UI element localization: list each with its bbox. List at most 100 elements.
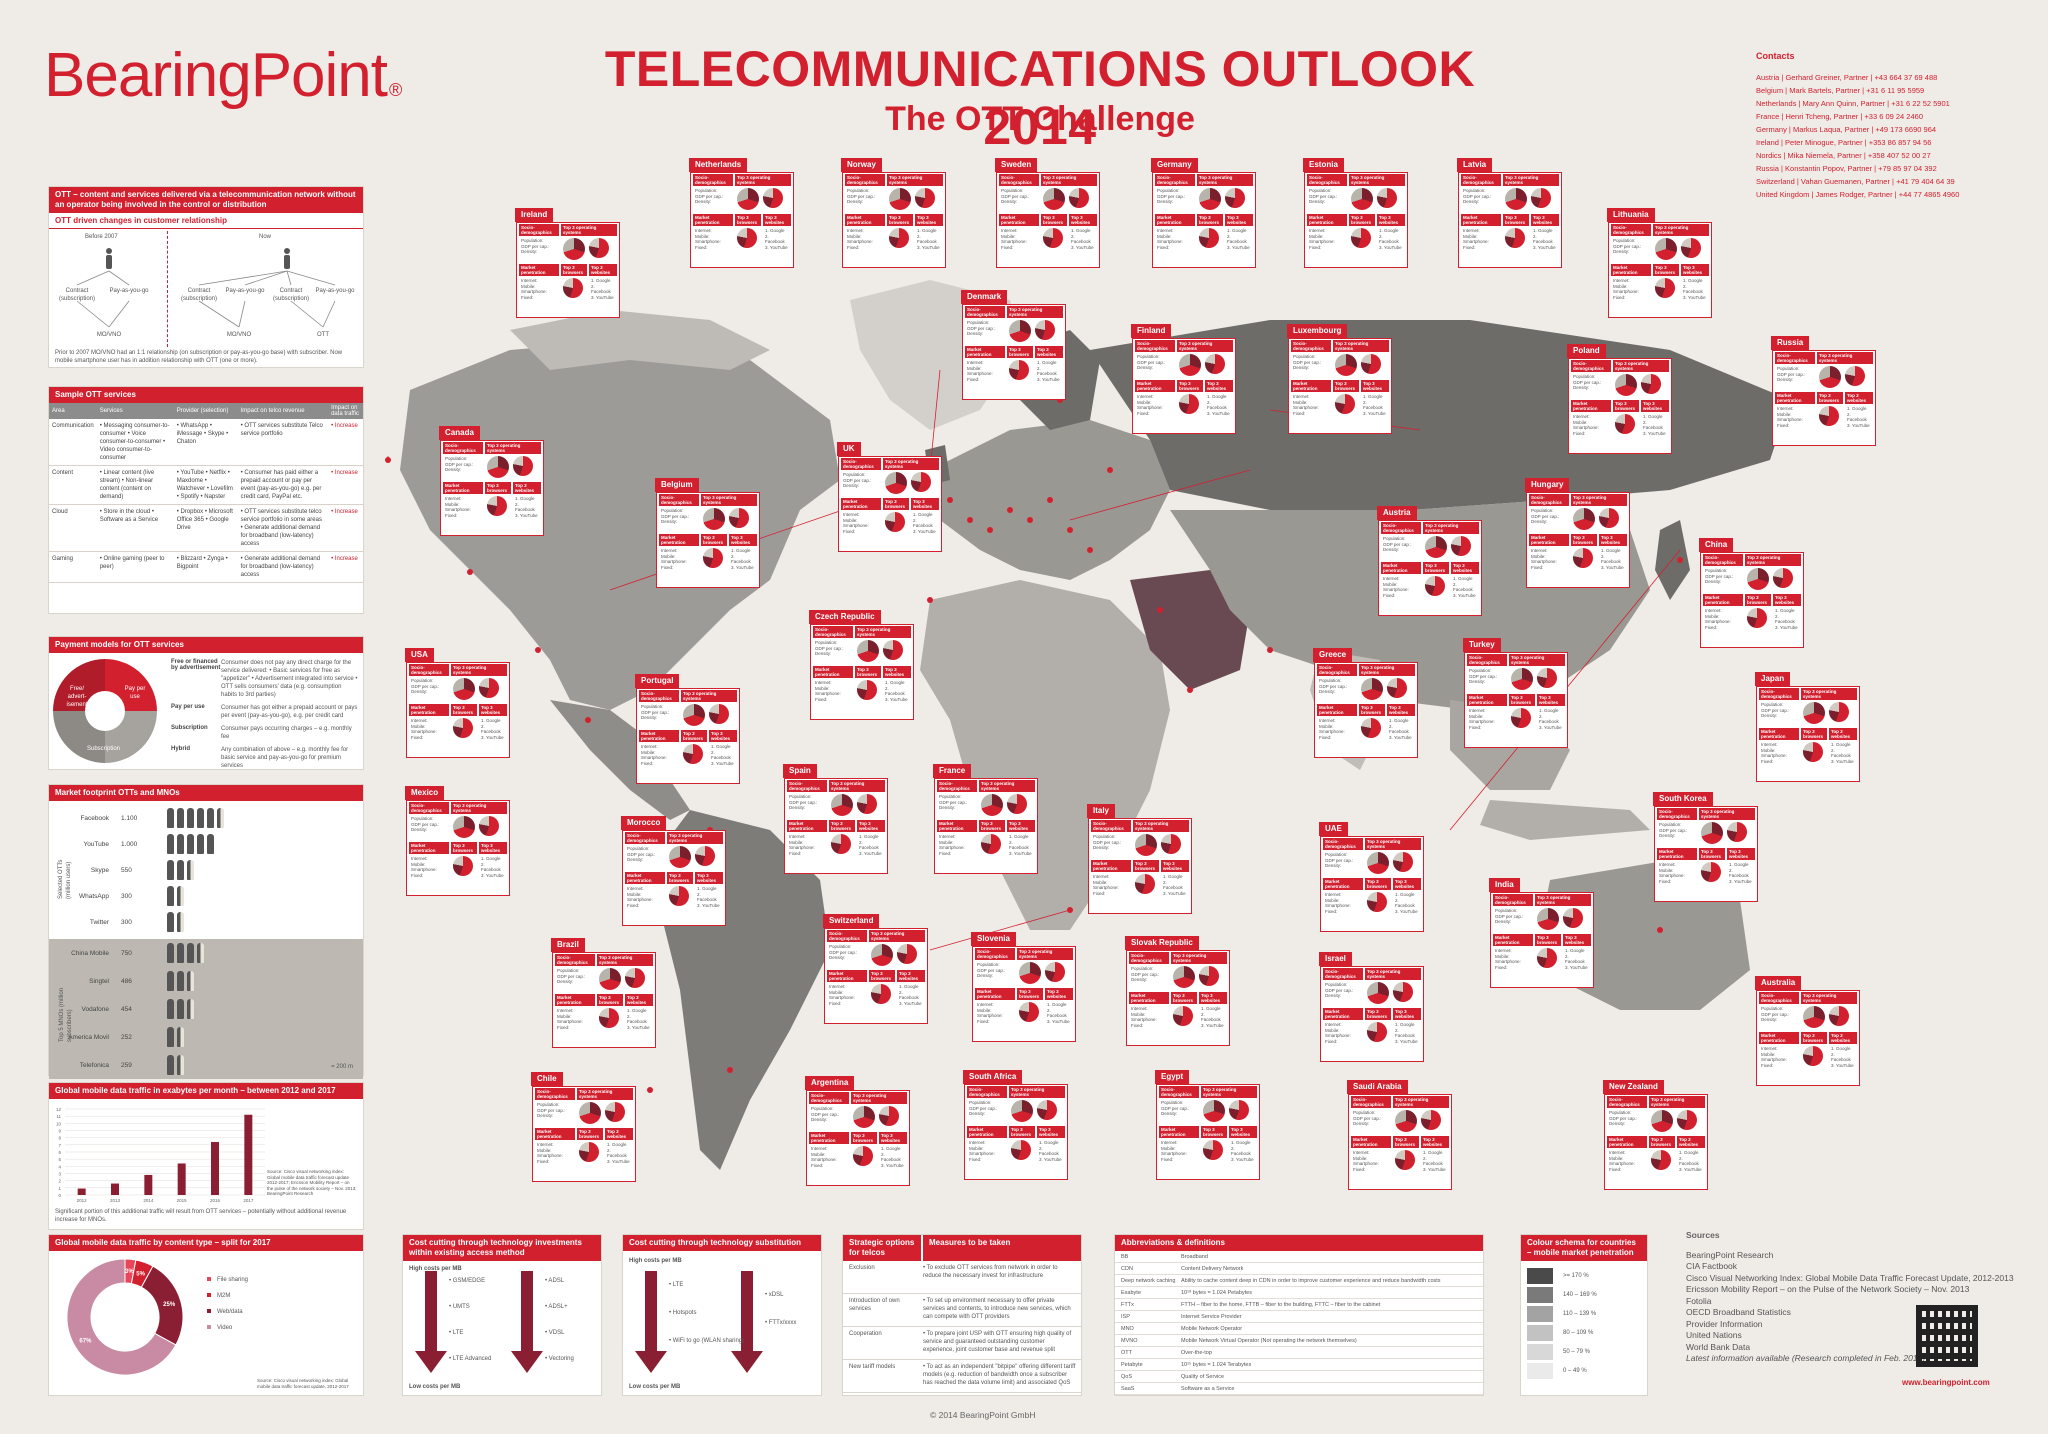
card-lines: Population: GDP per cap.: Density:: [1775, 364, 1815, 385]
card-os: Top 3 operating systems: [1801, 992, 1857, 1030]
payment-model-item: Subscription Consumer pays occurring char…: [171, 725, 359, 741]
card-label: Top 3 browsers: [851, 1132, 877, 1144]
card-row: Socio-demographics Population: GDP per cap…: [407, 663, 509, 703]
card-line: 3. YouTube: [1047, 1018, 1070, 1024]
card-lines: 1. Google 2. Facebook 3. YouTube: [1069, 226, 1097, 252]
country-card-body: Socio-demographics Population: GDP per cap…: [1608, 222, 1712, 318]
card-row: Socio-demographics Population: GDP per cap…: [691, 173, 793, 213]
card-line: GDP per cap.:: [811, 1111, 840, 1117]
registered-mark: ®: [389, 80, 402, 100]
service-impact: • Generate additional demand for broadba…: [237, 551, 329, 583]
card-label: Top 3 websites: [1205, 380, 1233, 392]
strategic-row: Cooperation • To prepare joint USP with O…: [843, 1327, 1081, 1360]
card-row: Socio-demographics Population: GDP per cap…: [407, 801, 509, 841]
card-line: 1. Google: [1831, 742, 1851, 747]
card-line: 3. YouTube: [1231, 1156, 1254, 1162]
os-pie: [1701, 822, 1723, 844]
website-link[interactable]: www.bearingpoint.com: [1902, 1378, 1990, 1387]
card-line: Density:: [1353, 1121, 1370, 1126]
card-os: Top 3 operating systems: [979, 780, 1035, 818]
card-label: Top 3 websites: [605, 1128, 633, 1140]
card-lines: Internet: Mobile: Smartphone: Fixed:: [409, 716, 449, 742]
col-provider: Provider (selection): [173, 403, 238, 419]
card-lines: 1. Google 2. Facebook 3. YouTube: [911, 510, 939, 536]
card-line: 2. Facebook: [731, 553, 751, 565]
card-label: Top 3 websites: [1199, 992, 1227, 1004]
card-line: Density:: [1325, 863, 1342, 868]
card-line: Smartphone:: [1325, 903, 1351, 908]
card-line: GDP per cap.:: [847, 193, 876, 199]
footprint-figures: [167, 886, 184, 906]
colour-range-label: 140 – 169 %: [1563, 1292, 1597, 1298]
card-line: 2. Facebook: [1071, 233, 1091, 245]
card-label: Top 3 operating systems: [1653, 224, 1709, 236]
card-line: Internet:: [1761, 742, 1778, 747]
card-label: Top 3 browsers: [1801, 728, 1827, 740]
now-item-0: Contract (subscription): [180, 288, 217, 302]
country-name: New Zealand: [1603, 1080, 1664, 1094]
card-pies: [1503, 186, 1559, 212]
card-label: Market penetration: [693, 214, 733, 226]
card-line: GDP per cap.:: [627, 851, 656, 857]
col-services: Services: [96, 403, 174, 419]
qr-code[interactable]: [1916, 1305, 1978, 1367]
card-label: Top 3 operating systems: [451, 802, 507, 814]
card-socio: Socio-demographics Population: GDP per cap…: [1307, 174, 1347, 212]
card-line: 3. YouTube: [1565, 964, 1588, 970]
card-line: 3. YouTube: [711, 760, 734, 766]
strategic-option: Exclusion: [849, 1265, 875, 1271]
card-line: GDP per cap.:: [1613, 243, 1642, 249]
card-label: Top 3 websites: [479, 704, 507, 716]
card-line: Population:: [411, 816, 434, 821]
card-browsers: Top 3 browsers: [1359, 704, 1385, 742]
payment-model-item: Hybrid Any combination of above – e.g. mo…: [171, 746, 359, 770]
card-row: Market penetration Internet: Mobile: Smartp…: [811, 665, 913, 705]
now-item-3: Pay-as-you-go: [315, 288, 355, 294]
col-traffic: Impact on data traffic: [328, 403, 363, 419]
card-label: Socio-demographics: [555, 954, 595, 966]
browser-pie: [1367, 892, 1387, 912]
os-pie: [709, 704, 729, 724]
card-label: Socio-demographics: [1759, 992, 1799, 1004]
card-line: 2. Facebook: [899, 989, 919, 1001]
card-market: Market penetration Internet: Mobile: Smartp…: [1493, 934, 1533, 972]
card-line: Smartphone:: [1573, 425, 1599, 430]
card-os: Top 3 operating systems: [597, 954, 653, 992]
card-line: Internet:: [1325, 1022, 1342, 1027]
source-item: Provider Information: [1686, 1318, 1763, 1329]
card-pies: [887, 186, 943, 212]
abbreviation-definition: FTTH – fiber to the home, FTTB – fiber t…: [1181, 1301, 1381, 1308]
card-label: Top 3 operating systems: [829, 780, 885, 792]
card-os: Top 3 operating systems: [1503, 174, 1559, 212]
os-pie: [883, 640, 903, 660]
os-pie: [1511, 668, 1533, 690]
card-line: 1. Google: [697, 886, 717, 891]
card-os: Top 3 operating systems: [667, 832, 723, 870]
browser-pie: [831, 834, 851, 854]
card-os: Top 3 operating systems: [1007, 306, 1063, 344]
card-row: Market penetration Internet: Mobile: Smartp…: [657, 533, 759, 573]
service-area: Content: [49, 465, 97, 505]
card-websites: Top 3 websites 1. Google 2. Facebook 3. You…: [1045, 988, 1073, 1026]
footprint-name: China Mobile: [71, 949, 109, 957]
card-line: GDP per cap.:: [1093, 839, 1122, 845]
strategic-options-panel: Strategic options for telcos Measures to…: [842, 1234, 1082, 1396]
y-tick-label: 2: [58, 1179, 61, 1184]
now-item-2: Contract (subscription): [272, 288, 309, 302]
colour-range-label: 80 – 109 %: [1563, 1330, 1594, 1336]
card-row: Market penetration Internet: Mobile: Smartp…: [839, 497, 941, 537]
card-socio: Socio-demographics Population: GDP per cap…: [845, 174, 885, 212]
card-label: Top 3 websites: [1537, 694, 1565, 706]
card-socio: Socio-demographics Population: GDP per cap…: [1461, 174, 1501, 212]
card-line: Population:: [695, 188, 718, 193]
table-row: Content • Linear content (live stream) • …: [49, 465, 363, 505]
abbreviation-row: SaaS Software as a Service: [1115, 1383, 1483, 1395]
card-line: Density:: [789, 805, 806, 810]
card-label: Socio-demographics: [1291, 340, 1331, 352]
card-websites: Top 3 websites 1. Google 2. Facebook 3. You…: [1531, 214, 1559, 252]
card-browsers: Top 3 browsers: [1535, 934, 1561, 972]
card-line: Smartphone:: [1161, 1151, 1187, 1156]
abbreviation-term: ISP: [1121, 1313, 1130, 1320]
card-line: Internet:: [829, 984, 846, 989]
country-name: Slovenia: [971, 932, 1016, 946]
